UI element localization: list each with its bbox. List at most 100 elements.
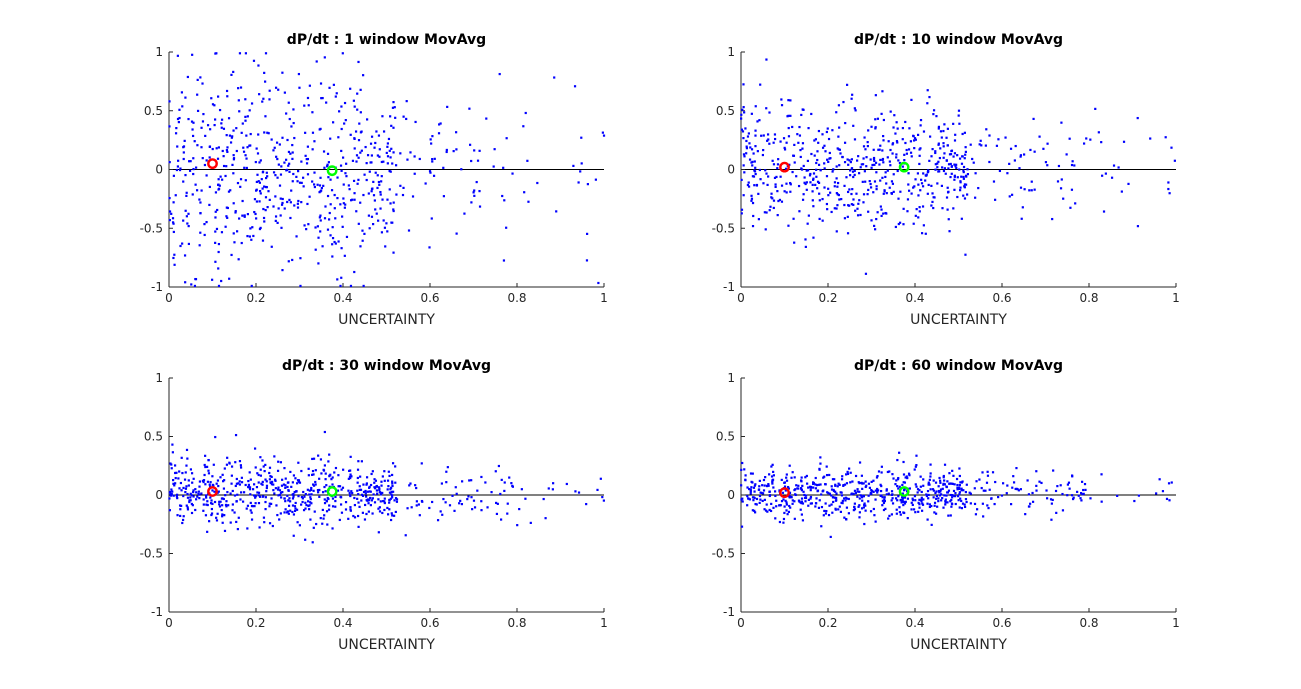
data-point: [277, 207, 280, 210]
data-point: [199, 231, 202, 234]
data-point: [204, 514, 208, 517]
data-point: [746, 135, 750, 138]
data-point: [818, 192, 821, 195]
data-point: [963, 197, 967, 200]
data-point: [214, 191, 218, 194]
data-point: [177, 121, 180, 124]
data-point: [1005, 492, 1008, 495]
data-point: [898, 485, 901, 488]
data-point: [172, 494, 175, 497]
data-point: [785, 473, 788, 476]
data-point: [363, 503, 367, 507]
data-point: [249, 501, 252, 505]
data-point: [190, 120, 194, 123]
data-point: [349, 476, 352, 480]
data-point: [784, 499, 787, 502]
data-point: [394, 510, 397, 514]
data-point: [1173, 159, 1176, 162]
data-point: [203, 233, 206, 237]
data-point: [941, 207, 944, 210]
data-point: [333, 193, 336, 197]
data-point: [1045, 489, 1048, 492]
data-point: [240, 476, 243, 479]
data-point: [807, 504, 810, 507]
data-point: [940, 499, 943, 502]
data-point: [278, 489, 282, 492]
data-point: [322, 468, 325, 471]
data-point: [1050, 502, 1053, 505]
data-point: [1009, 147, 1013, 150]
data-point: [217, 250, 220, 254]
data-point: [331, 497, 335, 500]
data-point: [259, 474, 262, 477]
data-point: [1149, 137, 1152, 140]
data-point: [793, 241, 796, 244]
data-point: [1077, 494, 1080, 497]
data-point: [828, 157, 831, 160]
data-point: [394, 481, 397, 484]
data-point: [862, 201, 865, 204]
data-point: [940, 184, 944, 187]
data-point: [230, 136, 233, 139]
data-point: [792, 154, 795, 157]
data-point: [300, 469, 303, 473]
data-point: [391, 162, 394, 165]
data-point: [172, 201, 175, 204]
data-point: [343, 254, 346, 257]
data-point: [172, 230, 175, 234]
data-point: [228, 277, 231, 280]
data-point: [847, 497, 850, 501]
data-point: [311, 469, 315, 473]
data-point: [865, 156, 868, 159]
data-point: [168, 509, 171, 512]
data-point: [843, 516, 846, 519]
data-point: [205, 220, 208, 224]
data-point: [310, 488, 313, 492]
data-point: [223, 479, 226, 482]
data-point: [386, 145, 389, 148]
data-point: [197, 490, 200, 493]
data-point: [469, 143, 472, 146]
data-point: [272, 489, 275, 492]
data-point: [168, 497, 171, 500]
data-point: [874, 489, 878, 492]
data-point: [918, 162, 921, 166]
data-point: [754, 166, 757, 169]
data-point: [1000, 494, 1004, 497]
data-point: [580, 162, 583, 165]
data-point: [257, 133, 260, 136]
data-point: [311, 180, 314, 183]
data-point: [902, 207, 905, 210]
data-point: [270, 475, 273, 479]
data-point: [378, 183, 381, 186]
data-point: [955, 163, 958, 166]
data-point: [328, 504, 331, 507]
data-point: [750, 194, 753, 197]
data-point: [897, 487, 900, 490]
data-point: [348, 469, 351, 473]
data-point: [224, 174, 227, 178]
data-point: [268, 198, 271, 201]
data-point: [237, 99, 240, 102]
data-point: [354, 130, 358, 133]
data-point: [500, 478, 503, 481]
data-point: [861, 496, 864, 499]
data-point: [240, 131, 243, 134]
data-point: [349, 455, 352, 458]
data-point: [776, 167, 779, 170]
data-point: [182, 494, 185, 498]
data-point: [838, 505, 841, 508]
data-point: [293, 505, 297, 508]
data-point: [217, 484, 220, 488]
data-point: [272, 205, 275, 208]
data-point: [376, 492, 379, 495]
data-point: [809, 172, 812, 176]
data-point: [281, 478, 284, 481]
data-point: [1046, 164, 1049, 167]
data-point: [218, 500, 221, 503]
data-point: [294, 507, 297, 510]
data-point: [221, 521, 224, 524]
data-point: [324, 472, 327, 475]
data-point: [938, 491, 941, 494]
data-point: [244, 98, 247, 101]
